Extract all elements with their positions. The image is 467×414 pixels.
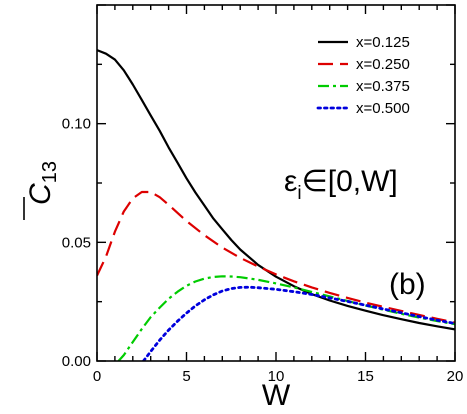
legend-label-3: x=0.375 xyxy=(356,78,410,95)
interval-eps: ε xyxy=(284,165,297,198)
legend: x=0.125 x=0.250 x=0.375 x=0.500 xyxy=(316,34,410,117)
x-axis-title: W xyxy=(262,379,291,412)
series-line-1 xyxy=(97,49,455,331)
series-line-2 xyxy=(97,190,455,324)
x-tick-label: 20 xyxy=(447,368,464,385)
interval-annotation: εi∈[0,W] xyxy=(284,165,398,204)
y-axis-title-main: C xyxy=(24,183,57,205)
y-tick-label: 0.10 xyxy=(62,116,91,133)
y-axis-title: C13 xyxy=(23,161,61,220)
y-tick-label: 0.00 xyxy=(62,353,91,370)
legend-label-2: x=0.250 xyxy=(356,56,410,73)
series-line-4 xyxy=(142,285,455,361)
svg-text:C13: C13 xyxy=(24,161,61,205)
series-line-3 xyxy=(117,275,455,361)
legend-label-4: x=0.500 xyxy=(356,100,410,117)
legend-label-1: x=0.125 xyxy=(356,34,410,51)
panel-label: (b) xyxy=(389,268,426,301)
x-tick-label: 10 xyxy=(268,368,285,385)
x-tick-label: 0 xyxy=(93,368,101,385)
ticks-layer: 0 5 10 15 20 0.00 0.05 0.10 xyxy=(62,4,464,385)
interval-sub: i xyxy=(297,183,301,204)
x-tick-label: 15 xyxy=(357,368,374,385)
interval-rest: ∈[0,W] xyxy=(302,165,398,198)
x-tick-label: 5 xyxy=(182,368,190,385)
series-layer xyxy=(97,49,455,361)
y-tick-label: 0.05 xyxy=(62,234,91,251)
y-axis-title-sub: 13 xyxy=(39,161,61,183)
